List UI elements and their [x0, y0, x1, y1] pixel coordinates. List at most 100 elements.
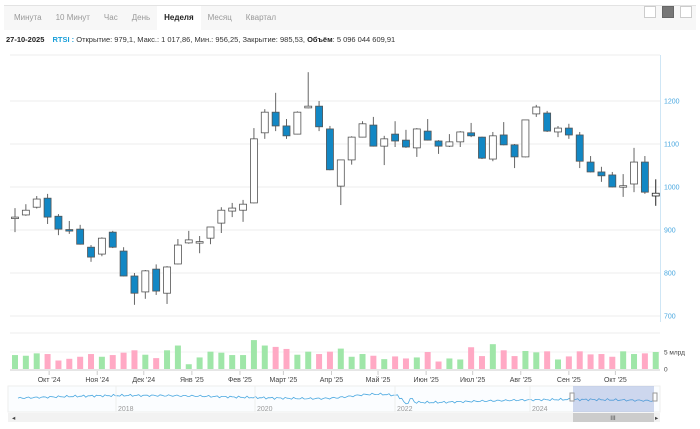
candle-up	[141, 270, 150, 293]
volume-bar	[142, 354, 149, 369]
candle-up	[239, 203, 247, 211]
volume-bar	[631, 354, 638, 369]
navigator-left-handle[interactable]	[569, 392, 575, 402]
tab-3[interactable]: День	[131, 13, 151, 22]
info-volume-label: Объём	[307, 35, 333, 44]
x-tick-label: Окт '24	[38, 377, 61, 384]
volume-bar	[131, 350, 138, 369]
candle-down	[119, 250, 128, 277]
volume-bar	[598, 354, 605, 369]
navigator-year-label: 2018	[118, 406, 134, 413]
volume-bar	[196, 357, 203, 369]
candle-down	[608, 174, 617, 188]
tab-6[interactable]: Квартал	[245, 13, 277, 22]
info-ticker: RTSI :	[52, 35, 75, 44]
y-tick-label: 900	[664, 228, 676, 235]
navigator-right-handle[interactable]	[652, 392, 658, 402]
navigator-year-label: 2020	[257, 406, 273, 413]
volume-bar	[544, 351, 551, 369]
x-tick-label: Июн '25	[414, 377, 439, 384]
volume-bar	[565, 356, 572, 369]
scroll-left-arrow[interactable]: ◂	[12, 415, 16, 422]
candle-up	[21, 209, 30, 216]
volume-bar	[620, 351, 627, 369]
volume-bar	[381, 359, 388, 369]
volume-bar	[457, 359, 464, 369]
candle-down	[315, 105, 323, 128]
volume-bar	[164, 350, 171, 369]
tab-1[interactable]: 10 Минут	[55, 13, 90, 22]
volume-bar	[185, 364, 192, 369]
x-tick-label: Март '25	[269, 377, 297, 384]
x-tick-label: Апр '25	[320, 377, 344, 384]
x-tick-label: Май '25	[366, 376, 391, 384]
candle-down	[326, 128, 334, 171]
volume-bar	[283, 348, 290, 369]
candle-down	[597, 171, 606, 177]
candle-down	[108, 231, 117, 248]
volume-bar	[153, 358, 160, 369]
volume-bar	[272, 346, 279, 369]
candle-down	[543, 112, 552, 132]
line-chart-icon[interactable]	[644, 6, 656, 18]
tab-5[interactable]: Месяц	[207, 13, 232, 22]
candle-down	[423, 130, 432, 141]
volume-bar	[77, 356, 84, 369]
x-tick-label: Дек '24	[132, 377, 155, 384]
candle-up	[347, 136, 356, 161]
volume-bar	[305, 351, 312, 369]
x-tick-label: Авг '25	[510, 377, 532, 384]
x-tick-label: Июл '25	[460, 377, 485, 384]
volume-bar	[240, 355, 247, 369]
volume-bar	[55, 360, 62, 369]
candle-down	[434, 140, 443, 147]
y-tick-label: 1100	[664, 142, 679, 149]
navigator	[7, 385, 661, 413]
volume-bar	[22, 355, 29, 369]
candle-up	[206, 226, 215, 239]
candle-up	[250, 138, 258, 204]
navigator-year-label: 2024	[532, 406, 548, 413]
scrollbar-thumb[interactable]	[573, 413, 654, 422]
candle-down	[43, 197, 52, 218]
volume-bar	[424, 352, 431, 369]
candle-up	[521, 119, 530, 158]
info-date: 27-10-2025	[6, 35, 45, 44]
tab-2[interactable]: Час	[103, 13, 118, 22]
x-tick-label: Окт '25	[604, 377, 627, 384]
volume-bar	[392, 356, 399, 369]
volume-bar	[326, 351, 333, 369]
volume-bar	[478, 356, 485, 369]
volume-bar	[294, 354, 301, 369]
scroll-right-arrow[interactable]: ▸	[655, 415, 659, 422]
candle-up	[380, 138, 389, 147]
volume-tick-label: 5 млрд	[664, 350, 685, 357]
scrollbar[interactable]	[8, 413, 660, 422]
info-volume-value: : 5 096 044 609,91	[332, 35, 396, 44]
info-close: Закрытие: 985,53,	[242, 35, 305, 44]
volume-bar	[88, 354, 95, 369]
volume-bar	[652, 352, 659, 369]
x-tick-label: Фев '25	[228, 377, 252, 384]
candle-up	[630, 161, 638, 185]
candle-down	[54, 215, 63, 230]
volume-bar	[337, 348, 344, 369]
navigator-selection	[573, 386, 654, 412]
volume-bar	[207, 351, 214, 369]
tab-4[interactable]: Неделя	[157, 6, 201, 30]
ohlc-chart-icon[interactable]	[680, 6, 692, 18]
tab-0[interactable]: Минута	[14, 13, 42, 22]
candle-down	[478, 136, 486, 159]
volume-bar	[641, 353, 648, 369]
volume-bar	[250, 340, 257, 369]
candle-up	[619, 185, 628, 188]
candle-down	[130, 275, 139, 294]
y-tick-label: 1200	[664, 99, 680, 106]
candlestick-chart-icon[interactable]	[662, 6, 674, 18]
candle-down	[271, 111, 280, 127]
candle-up	[554, 127, 562, 133]
candle-up	[532, 106, 541, 115]
candle-down	[564, 127, 573, 136]
candle-up	[11, 216, 19, 220]
